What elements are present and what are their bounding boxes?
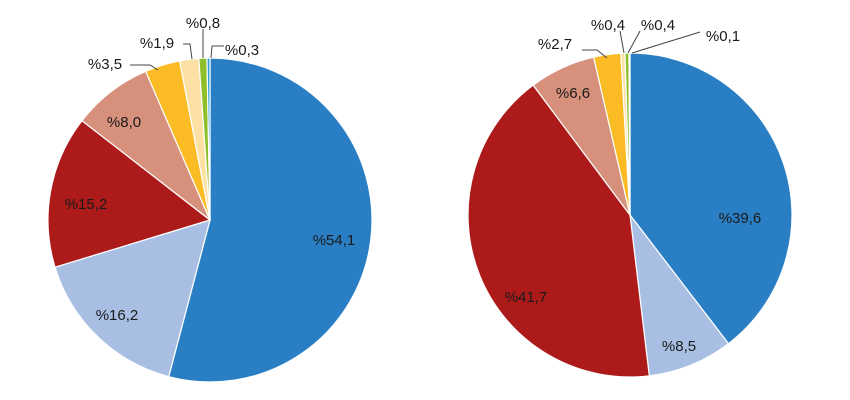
data-label-5: %2,7 <box>538 36 572 53</box>
data-label-5: %3,5 <box>88 56 122 73</box>
pie-slices <box>47 57 373 383</box>
data-label-8: %0,3 <box>225 42 259 59</box>
data-label-3: %15,2 <box>65 196 108 213</box>
leader-line-8 <box>631 31 701 54</box>
data-label-2: %16,2 <box>96 307 139 324</box>
leader-line-7 <box>627 30 641 54</box>
data-label-2: %8,5 <box>662 338 696 355</box>
pie-slice-1 <box>629 52 793 345</box>
data-label-1: %54,1 <box>313 232 356 249</box>
data-label-6: %0,4 <box>591 17 625 34</box>
leader-line-6 <box>183 43 193 60</box>
pie-slice-2 <box>629 212 730 377</box>
leader-line-8 <box>210 45 224 59</box>
leader-line-5 <box>130 64 159 71</box>
data-label-4: %6,6 <box>556 85 590 102</box>
pie-slice-2 <box>54 219 211 378</box>
leader-line-5 <box>582 49 608 59</box>
leader-line-6 <box>619 30 625 54</box>
data-label-7: %0,4 <box>641 17 675 34</box>
pie-slices <box>467 52 793 378</box>
data-label-1: %39,6 <box>719 210 762 227</box>
data-label-4: %8,0 <box>107 114 141 131</box>
pie-slice-3 <box>47 119 212 268</box>
pie-slice-3 <box>467 84 650 378</box>
data-label-7: %0,8 <box>186 15 220 32</box>
pie-slice-8 <box>628 52 631 216</box>
data-label-3: %41,7 <box>505 289 548 306</box>
data-label-8: %0,1 <box>706 28 740 45</box>
pie-chart-left: %54,1 %16,2 %15,2 %8,0 %3,5 %1,9 %0,8 %0,3 <box>47 15 373 383</box>
pie-slice-8 <box>206 57 211 221</box>
data-label-6: %1,9 <box>140 35 174 52</box>
pie-chart-right: %39,6 %8,5 %41,7 %6,6 %2,7 %0,4 %0,4 %0,1 <box>467 17 793 378</box>
pie-slice-1 <box>167 57 373 383</box>
